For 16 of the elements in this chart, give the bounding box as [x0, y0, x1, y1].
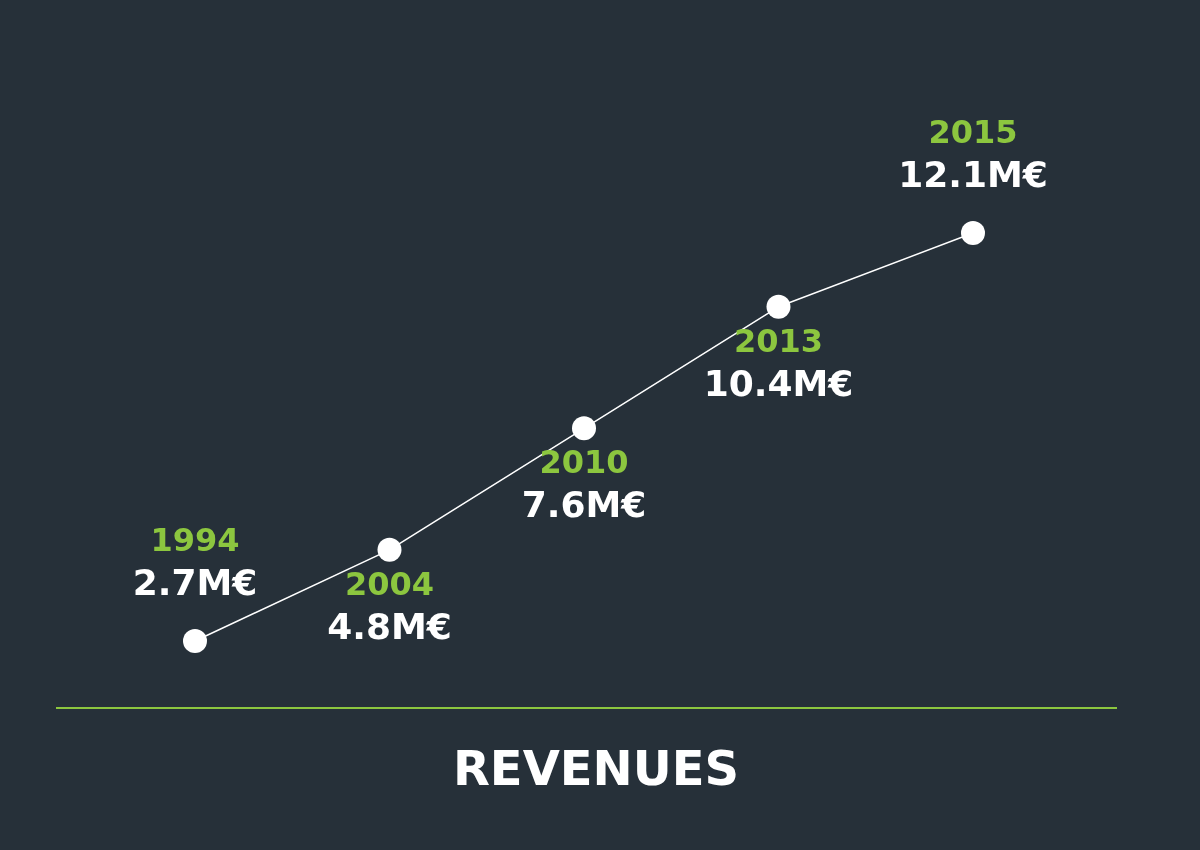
annotation: 2004 — [344, 564, 435, 603]
point — [183, 629, 207, 653]
x-axis-title: REVENUES — [452, 740, 740, 796]
annotation: 2015 — [928, 113, 1018, 151]
annotation: 2013 — [733, 321, 824, 360]
point — [377, 537, 402, 562]
data-label: 12.1M€ — [898, 154, 1048, 195]
data-label: 2.7M€ — [132, 562, 258, 603]
point — [572, 416, 596, 441]
data-label: 4.8M€ — [327, 605, 452, 647]
data-label: 7.6M€ — [521, 484, 647, 526]
point — [766, 294, 791, 319]
point — [961, 221, 985, 245]
annotation: 1994 — [150, 521, 240, 559]
data-label: 10.4M€ — [703, 362, 854, 404]
annotation: 2010 — [539, 443, 629, 482]
